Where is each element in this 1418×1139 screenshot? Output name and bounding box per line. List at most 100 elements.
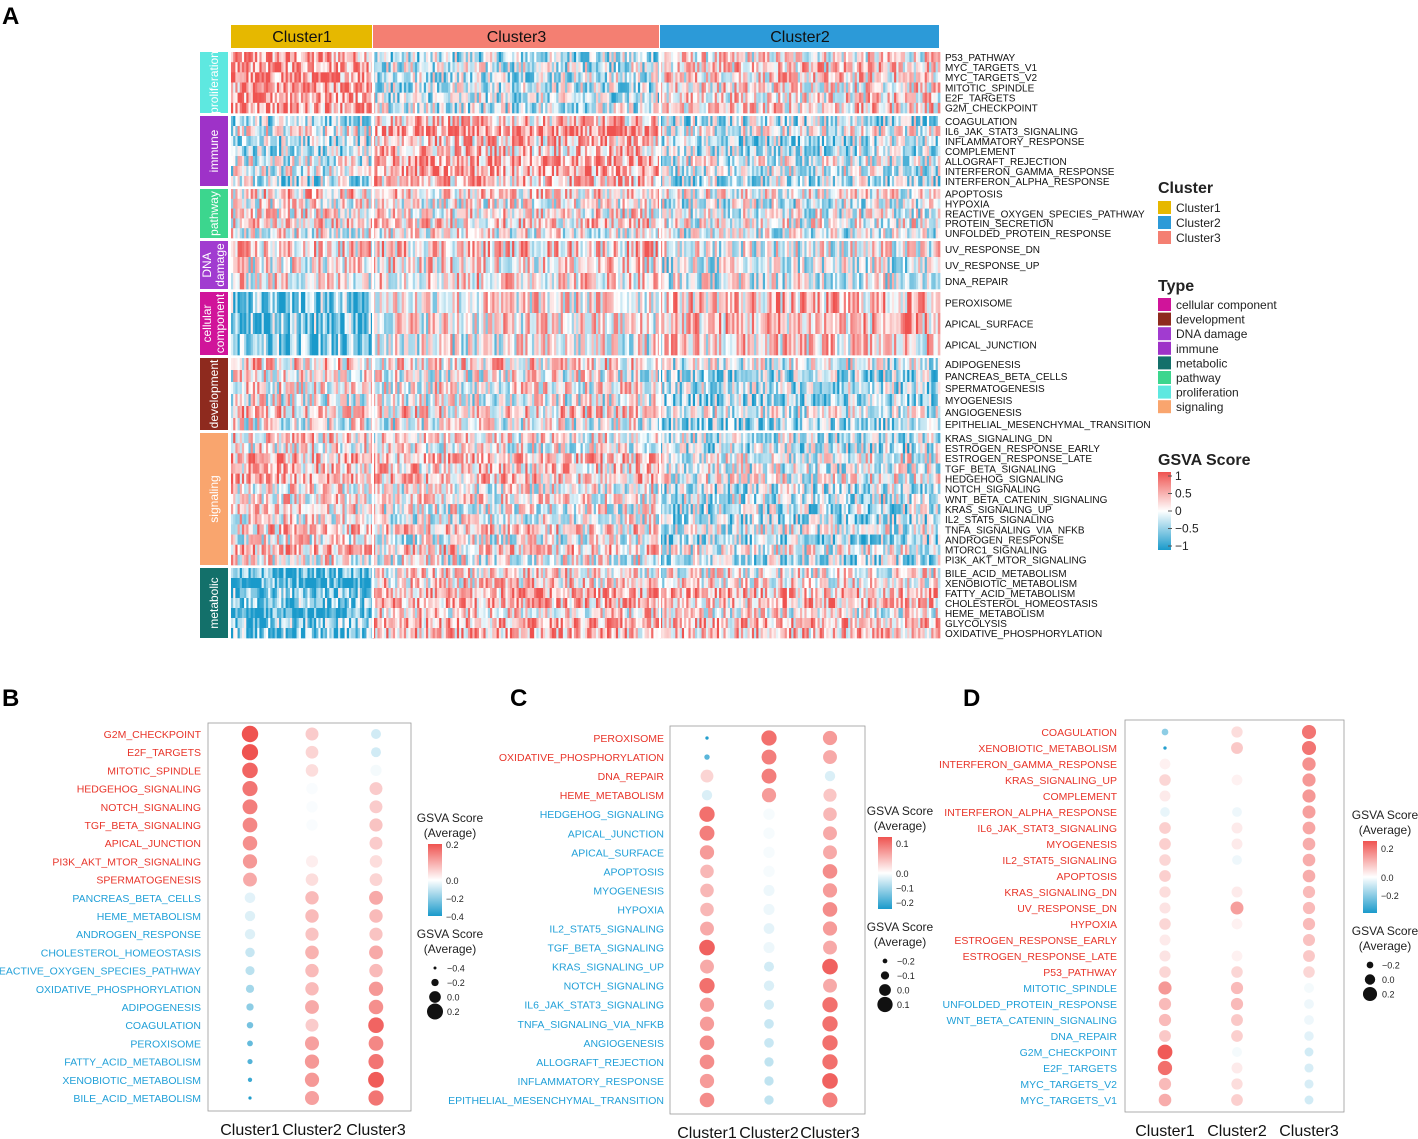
heatmap-cell	[582, 156, 586, 167]
heatmap-cell	[929, 52, 932, 63]
heatmap-cell	[324, 126, 328, 137]
heatmap-cell	[498, 146, 502, 157]
heatmap-cell	[681, 82, 685, 94]
heatmap-cell	[439, 176, 442, 187]
heatmap-cell	[296, 198, 300, 209]
heatmap-cell	[889, 176, 893, 187]
heatmap-cell	[786, 166, 790, 177]
heatmap-cell	[450, 189, 453, 200]
heatmap-cell	[635, 116, 639, 127]
heatmap-cell	[520, 102, 524, 114]
heatmap-cell	[784, 126, 788, 137]
heatmap-cell	[549, 92, 553, 104]
heatmap-cell	[642, 156, 645, 167]
heatmap-cell	[874, 176, 877, 187]
heatmap-cell	[666, 198, 670, 209]
heatmap-cell	[813, 176, 816, 187]
heatmap-cell	[287, 156, 291, 167]
heatmap-cell	[677, 72, 681, 83]
heatmap-cell	[461, 72, 464, 83]
heatmap-cell	[743, 102, 746, 114]
heatmap-cell	[454, 166, 458, 177]
heatmap-cell	[887, 189, 891, 200]
heatmap-cell	[727, 72, 731, 83]
heatmap-cell	[913, 72, 917, 83]
heatmap-cell	[237, 102, 241, 114]
heatmap-cell	[626, 189, 630, 200]
heatmap-cell	[276, 126, 280, 137]
heatmap-cell	[797, 166, 801, 177]
heatmap-cell	[802, 136, 805, 147]
heatmap-cell	[307, 189, 310, 200]
heatmap-cell	[863, 72, 866, 83]
heatmap-cell	[593, 116, 597, 127]
heatmap-cell	[611, 116, 614, 127]
heatmap-cell	[681, 126, 685, 137]
heatmap-cell	[434, 136, 438, 147]
heatmap-cell	[640, 136, 643, 147]
heatmap-cell	[338, 198, 341, 209]
heatmap-cell	[839, 166, 842, 177]
heatmap-cell	[474, 176, 478, 187]
heatmap-cell	[344, 198, 348, 209]
heatmap-cell	[582, 62, 586, 73]
heatmap-cell	[538, 146, 542, 157]
heatmap-cell	[571, 72, 575, 83]
heatmap-cell	[751, 156, 755, 167]
heatmap-cell	[804, 166, 807, 177]
heatmap-cell	[554, 176, 557, 187]
heatmap-cell	[272, 102, 276, 114]
heatmap-cell	[765, 126, 768, 137]
heatmap-row-label: P53_PATHWAY	[945, 53, 1016, 64]
heatmap-cell	[889, 52, 893, 63]
heatmap-cell	[386, 92, 389, 104]
heatmap-cell	[841, 166, 845, 177]
heatmap-cell	[769, 116, 772, 127]
heatmap-cell	[920, 166, 923, 177]
heatmap-cell	[819, 52, 823, 63]
heatmap-cell	[688, 198, 691, 209]
heatmap-cell	[395, 189, 398, 200]
heatmap-cell	[428, 146, 431, 157]
heatmap-cell	[872, 176, 875, 187]
heatmap-cell	[894, 176, 897, 187]
heatmap-cell	[379, 166, 383, 177]
heatmap-cell	[613, 146, 617, 157]
heatmap-cell	[272, 208, 276, 219]
heatmap-cell	[452, 156, 456, 167]
heatmap-cell	[872, 156, 875, 167]
heatmap-cell	[470, 102, 473, 114]
heatmap-cell	[549, 82, 553, 94]
heatmap-cell	[467, 176, 471, 187]
heatmap-cell	[705, 116, 709, 127]
heatmap-cell	[434, 166, 438, 177]
heatmap-cell	[285, 189, 289, 200]
heatmap-cell	[843, 102, 847, 114]
heatmap-cell	[392, 189, 396, 200]
heatmap-cell	[399, 102, 403, 114]
heatmap-cell	[509, 189, 513, 200]
heatmap-cell	[655, 156, 659, 167]
heatmap-cell	[452, 62, 456, 73]
heatmap-cell	[274, 52, 278, 63]
heatmap-cell	[841, 189, 845, 200]
heatmap-cell	[716, 72, 720, 83]
heatmap-cell	[246, 198, 249, 209]
heatmap-cell	[305, 189, 308, 200]
heatmap-cell	[660, 102, 663, 114]
heatmap-cell	[406, 208, 409, 219]
heatmap-cell	[754, 116, 757, 127]
heatmap-cell	[655, 92, 659, 104]
heatmap-cell	[348, 176, 352, 187]
heatmap-cell	[926, 189, 930, 200]
heatmap-cell	[556, 146, 559, 157]
heatmap-cell	[384, 52, 387, 63]
heatmap-cell	[710, 198, 713, 209]
heatmap-cell	[688, 166, 691, 177]
heatmap-cell	[512, 156, 515, 167]
heatmap-cell	[373, 102, 376, 114]
heatmap-cell	[366, 102, 369, 114]
heatmap-cell	[778, 82, 781, 94]
heatmap-cell	[780, 198, 783, 209]
heatmap-cell	[826, 52, 829, 63]
